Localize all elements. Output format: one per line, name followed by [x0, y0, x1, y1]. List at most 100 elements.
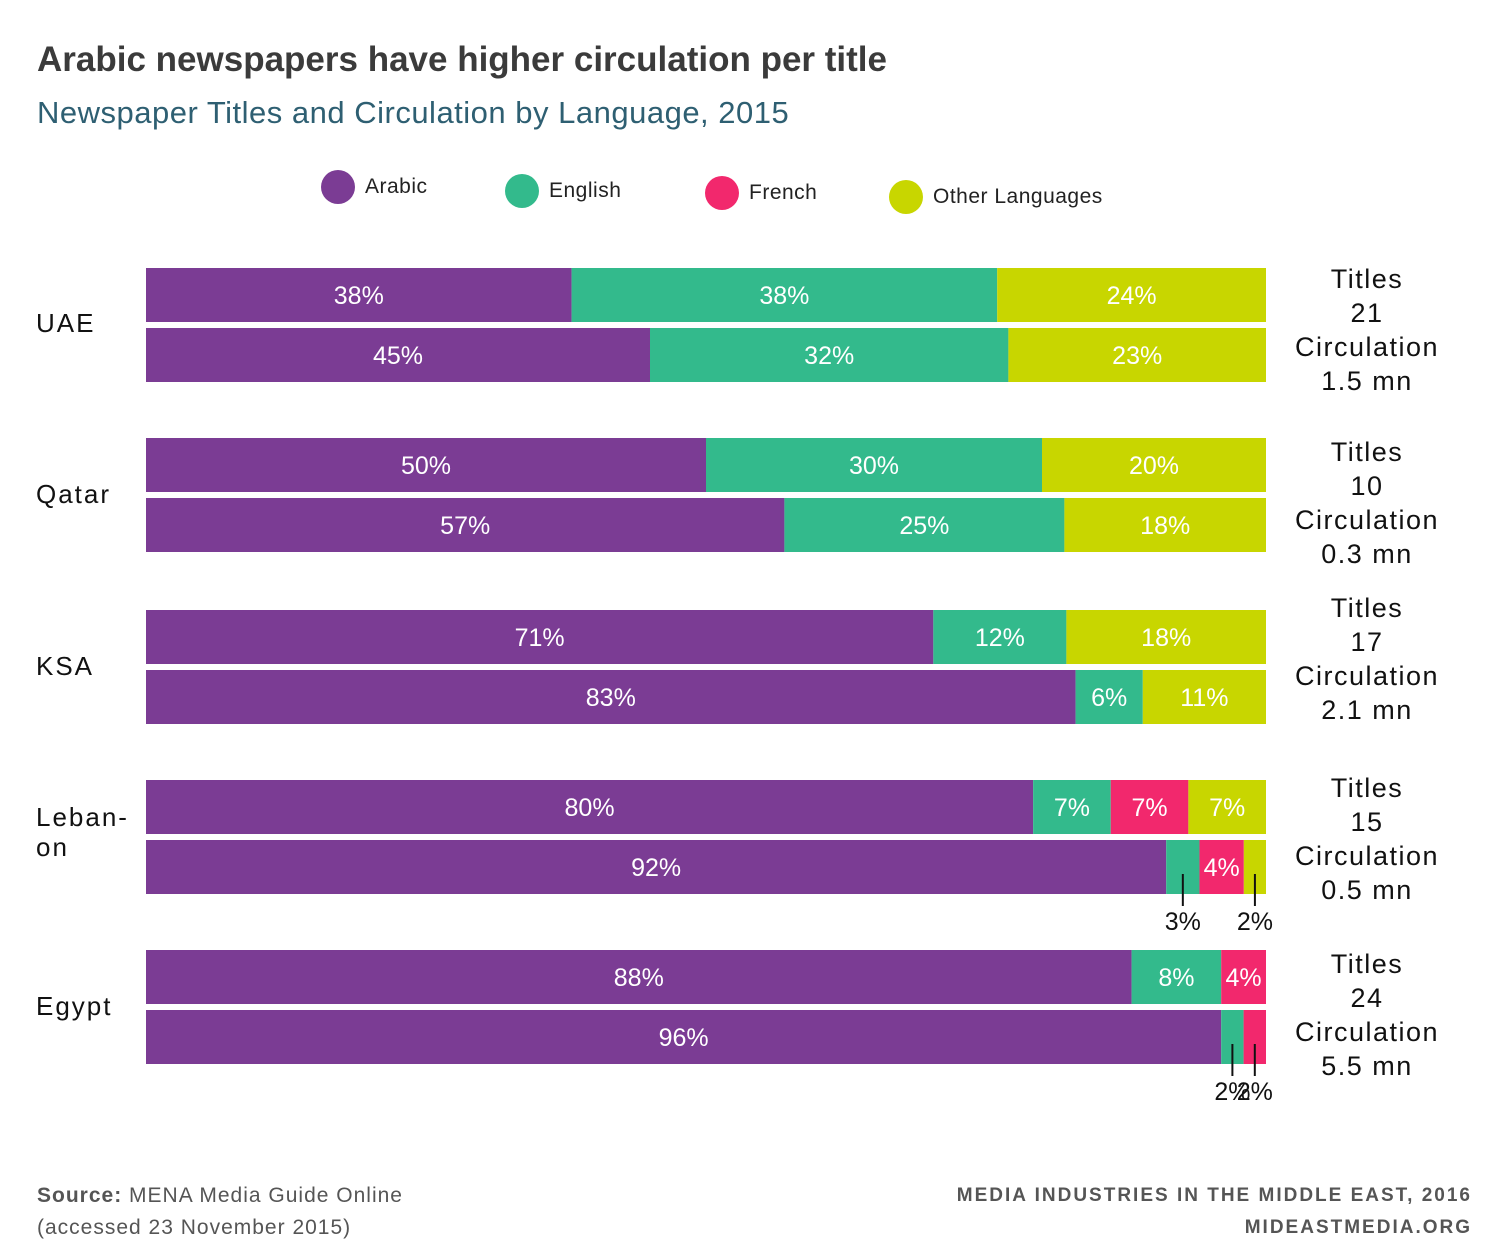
bar-lebanon-titles-french: [1110, 780, 1189, 834]
data-label-qatar-titles-other-languages: 20%: [1129, 452, 1179, 480]
data-label-uae-circulation-other-languages: 23%: [1112, 342, 1162, 370]
data-label-uae-circulation-arabic: 45%: [373, 342, 423, 370]
side-info-qatar: Titles 10 Circulation 0.3 mn: [1272, 435, 1462, 571]
bar-qatar-circulation-english: [784, 498, 1065, 552]
data-label-qatar-circulation-other-languages: 18%: [1140, 512, 1190, 540]
country-label-qatar: Qatar: [36, 479, 112, 509]
source-note: Source: MENA Media Guide Online (accesse…: [37, 1180, 403, 1244]
bar-lebanon-circulation-other-languages: [1243, 840, 1266, 894]
website: MIDEASTMEDIA.ORG: [1244, 1217, 1472, 1238]
country-label-lebanon: Leban- on: [36, 802, 129, 862]
circulation-value: 0.3 mn: [1321, 539, 1413, 569]
bar-uae-circulation-arabic: [146, 328, 650, 382]
source-accessed: (accessed 23 November 2015): [37, 1216, 352, 1239]
circulation-value: 2.1 mn: [1321, 695, 1413, 725]
bar-lebanon-titles-arabic: [146, 780, 1034, 834]
data-label-lebanon-circulation-french: 4%: [1204, 854, 1240, 882]
data-label-qatar-titles-arabic: 50%: [401, 452, 451, 480]
titles-label: Titles: [1330, 437, 1404, 467]
legend-swatch-other-languages: [889, 180, 923, 214]
data-label-uae-titles-other-languages: 24%: [1107, 282, 1157, 310]
chart-title: Arabic newspapers have higher circulatio…: [37, 40, 887, 79]
legend-item-english: English: [505, 174, 621, 208]
bar-uae-circulation-other-languages: [1008, 328, 1266, 382]
data-label-ksa-circulation-english: 6%: [1091, 684, 1127, 712]
publication-name: MEDIA INDUSTRIES IN THE MIDDLE EAST, 201…: [956, 1185, 1472, 1206]
publication-credit: MEDIA INDUSTRIES IN THE MIDDLE EAST, 201…: [957, 1180, 1472, 1244]
side-info-uae: Titles 21 Circulation 1.5 mn: [1272, 262, 1462, 398]
data-label-lebanon-circulation-english: 3%: [1165, 908, 1201, 936]
bar-lebanon-circulation-french: [1199, 840, 1244, 894]
legend-item-french: French: [705, 176, 817, 210]
data-label-egypt-circulation-english: 2%: [1214, 1078, 1250, 1106]
side-info-egypt: Titles 24 Circulation 5.5 mn: [1272, 947, 1462, 1083]
source-text: MENA Media Guide Online: [129, 1184, 403, 1207]
circulation-label: Circulation: [1294, 505, 1440, 535]
circulation-value: 0.5 mn: [1321, 875, 1413, 905]
data-label-uae-circulation-english: 32%: [804, 342, 854, 370]
legend-label-french: French: [749, 181, 818, 204]
titles-value: 21: [1350, 298, 1384, 328]
bar-egypt-circulation-arabic: [146, 1010, 1222, 1064]
bar-ksa-circulation-arabic: [146, 670, 1076, 724]
titles-value: 17: [1350, 627, 1384, 657]
bar-lebanon-circulation-arabic: [146, 840, 1167, 894]
bar-qatar-circulation-arabic: [146, 498, 785, 552]
legend-label-arabic: Arabic: [365, 175, 428, 198]
titles-value: 10: [1350, 471, 1384, 501]
legend-label-english: English: [549, 179, 622, 202]
side-info-lebanon: Titles 15 Circulation 0.5 mn: [1272, 771, 1462, 907]
bar-egypt-circulation-french: [1243, 1010, 1266, 1064]
circulation-label: Circulation: [1294, 332, 1440, 362]
circulation-label: Circulation: [1294, 1017, 1440, 1047]
legend-swatch-arabic: [321, 170, 355, 204]
circulation-label: Circulation: [1294, 841, 1440, 871]
bar-egypt-titles-french: [1221, 950, 1266, 1004]
legend-label-other-languages: Other Languages: [933, 185, 1103, 208]
data-label-ksa-titles-arabic: 71%: [515, 624, 565, 652]
bar-qatar-titles-other-languages: [1042, 438, 1266, 492]
data-label-egypt-circulation-french: 2%: [1237, 1078, 1273, 1106]
bar-lebanon-titles-english: [1033, 780, 1111, 834]
source-label: Source:: [37, 1184, 123, 1207]
titles-label: Titles: [1330, 949, 1404, 979]
titles-label: Titles: [1330, 773, 1404, 803]
data-label-ksa-circulation-other-languages: 11%: [1180, 684, 1228, 712]
bar-ksa-circulation-english: [1075, 670, 1143, 724]
country-label-egypt: Egypt: [36, 991, 113, 1021]
titles-label: Titles: [1330, 593, 1404, 623]
titles-value: 24: [1350, 983, 1384, 1013]
data-label-qatar-circulation-english: 25%: [899, 512, 949, 540]
country-label-ksa: KSA: [36, 651, 95, 681]
bar-qatar-circulation-other-languages: [1064, 498, 1266, 552]
legend-swatch-english: [505, 174, 539, 208]
bar-uae-titles-other-languages: [997, 268, 1266, 322]
bar-qatar-titles-arabic: [146, 438, 706, 492]
data-label-lebanon-circulation-arabic: 92%: [631, 854, 681, 882]
country-label-uae: UAE: [36, 308, 96, 338]
data-label-egypt-titles-english: 8%: [1158, 964, 1194, 992]
legend-item-other-languages: Other Languages: [889, 180, 1103, 214]
legend-swatch-french: [705, 176, 739, 210]
bar-lebanon-titles-other-languages: [1188, 780, 1266, 834]
data-label-qatar-circulation-arabic: 57%: [440, 512, 490, 540]
data-label-lebanon-titles-french: 7%: [1131, 794, 1167, 822]
bar-uae-titles-english: [571, 268, 998, 322]
data-label-egypt-titles-french: 4%: [1226, 964, 1262, 992]
circulation-value: 5.5 mn: [1321, 1051, 1413, 1081]
bar-uae-titles-arabic: [146, 268, 572, 322]
data-label-ksa-titles-other-languages: 18%: [1141, 624, 1191, 652]
bar-egypt-titles-english: [1131, 950, 1222, 1004]
legend-item-arabic: Arabic: [321, 170, 428, 204]
data-label-ksa-circulation-arabic: 83%: [586, 684, 636, 712]
data-label-egypt-titles-arabic: 88%: [614, 964, 664, 992]
bar-ksa-circulation-other-languages: [1142, 670, 1266, 724]
data-label-lebanon-circulation-other-languages: 2%: [1237, 908, 1273, 936]
data-label-uae-titles-english: 38%: [759, 282, 809, 310]
bar-ksa-titles-other-languages: [1066, 610, 1266, 664]
data-label-lebanon-titles-arabic: 80%: [565, 794, 615, 822]
circulation-value: 1.5 mn: [1321, 366, 1413, 396]
data-label-egypt-circulation-arabic: 96%: [659, 1024, 709, 1052]
bar-uae-circulation-english: [650, 328, 1009, 382]
